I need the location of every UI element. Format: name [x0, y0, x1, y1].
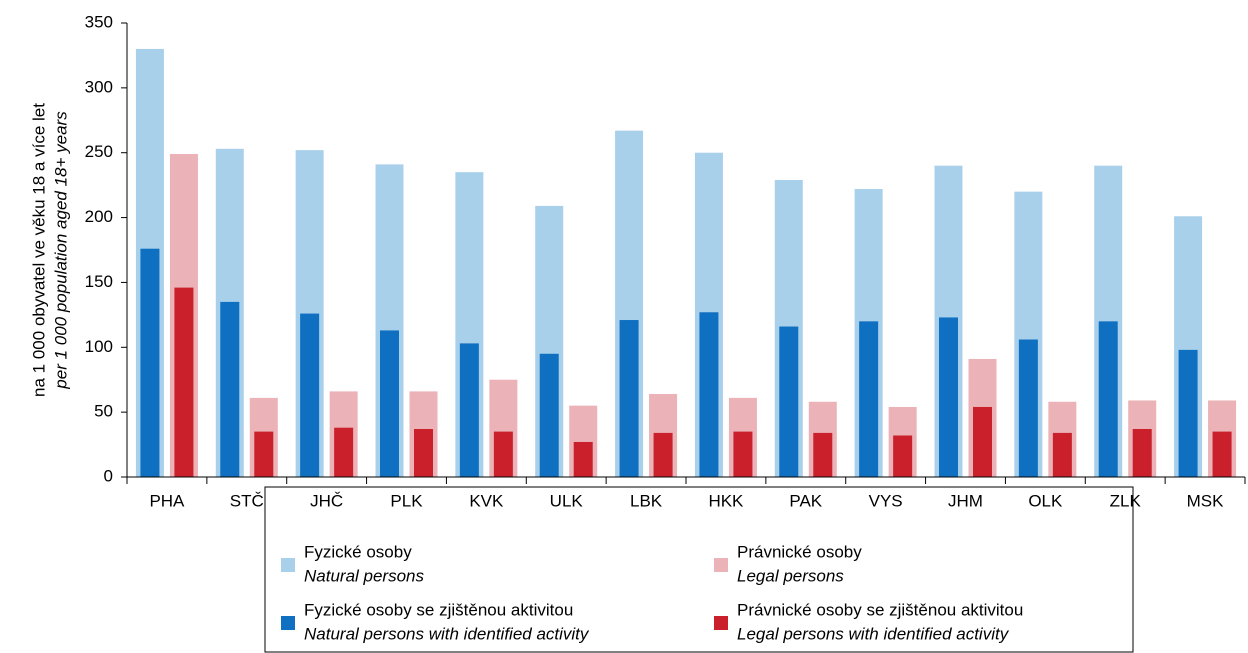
- bar: [1212, 431, 1232, 477]
- bar: [380, 330, 399, 477]
- bar: [653, 432, 673, 477]
- bar: [973, 406, 992, 477]
- legend-label-en: Legal persons: [737, 566, 844, 585]
- bar: [539, 353, 559, 477]
- bar: [414, 429, 433, 477]
- bar: [1178, 349, 1198, 477]
- y-tick-label: 100: [85, 337, 113, 356]
- bar: [893, 435, 913, 477]
- legend-swatch: [714, 616, 728, 630]
- bar: [733, 431, 753, 477]
- x-tick-label: LBK: [630, 491, 663, 510]
- bar: [334, 427, 354, 477]
- y-axis-label-en: per 1 000 population aged 18+ years: [51, 111, 70, 390]
- bar: [220, 301, 240, 477]
- bar: [1098, 321, 1118, 477]
- bar: [493, 431, 513, 477]
- x-tick-label: MSK: [1187, 491, 1225, 510]
- bar: [140, 248, 160, 477]
- legend-label: Právnické osoby: [737, 542, 862, 561]
- y-tick-label: 250: [85, 142, 113, 161]
- bar: [1018, 339, 1038, 477]
- legend-swatch: [714, 558, 728, 572]
- bar: [813, 432, 833, 477]
- x-tick-label: ZLK: [1110, 491, 1142, 510]
- x-tick-label: VYS: [869, 491, 903, 510]
- y-tick-label: 50: [94, 402, 113, 421]
- bar: [573, 441, 593, 477]
- legend-label-en: Natural persons: [304, 566, 425, 585]
- legend-label: Právnické osoby se zjištěnou aktivitou: [737, 600, 1023, 619]
- bar: [939, 317, 958, 477]
- bar: [699, 312, 719, 477]
- y-tick-label: 0: [104, 466, 113, 485]
- y-tick-label: 350: [85, 12, 113, 31]
- bar: [779, 326, 799, 477]
- x-tick-label: PHA: [149, 491, 185, 510]
- y-axis-label: na 1 000 obyvatel ve věku 18 a více let: [29, 103, 48, 397]
- x-tick-label: JHM: [948, 491, 983, 510]
- bar: [254, 431, 274, 477]
- legend-label: Fyzické osoby: [304, 542, 412, 561]
- bar: [619, 320, 639, 477]
- legend-swatch: [281, 616, 295, 630]
- legend-box: [264, 486, 1134, 653]
- y-tick-label: 300: [85, 77, 113, 96]
- x-tick-label: JHČ: [310, 491, 343, 510]
- x-tick-label: HKK: [708, 491, 744, 510]
- bar: [459, 343, 479, 477]
- x-tick-label: PLK: [390, 491, 423, 510]
- bar: [300, 313, 320, 477]
- legend-label-en: Legal persons with identified activity: [737, 624, 1010, 643]
- bar: [859, 321, 879, 477]
- x-tick-label: OLK: [1028, 491, 1063, 510]
- legend-label: Fyzické osoby se zjištěnou aktivitou: [304, 600, 573, 619]
- x-tick-label: KVK: [469, 491, 504, 510]
- legend-label-en: Natural persons with identified activity: [304, 624, 590, 643]
- x-tick-label: STČ: [230, 491, 264, 510]
- y-tick-label: 150: [85, 272, 113, 291]
- y-tick-label: 200: [85, 207, 113, 226]
- legend-swatch: [281, 558, 295, 572]
- bar: [174, 287, 194, 477]
- bar: [1132, 429, 1152, 477]
- x-tick-label: PAK: [789, 491, 822, 510]
- x-tick-label: ULK: [550, 491, 584, 510]
- bar: [1052, 432, 1072, 477]
